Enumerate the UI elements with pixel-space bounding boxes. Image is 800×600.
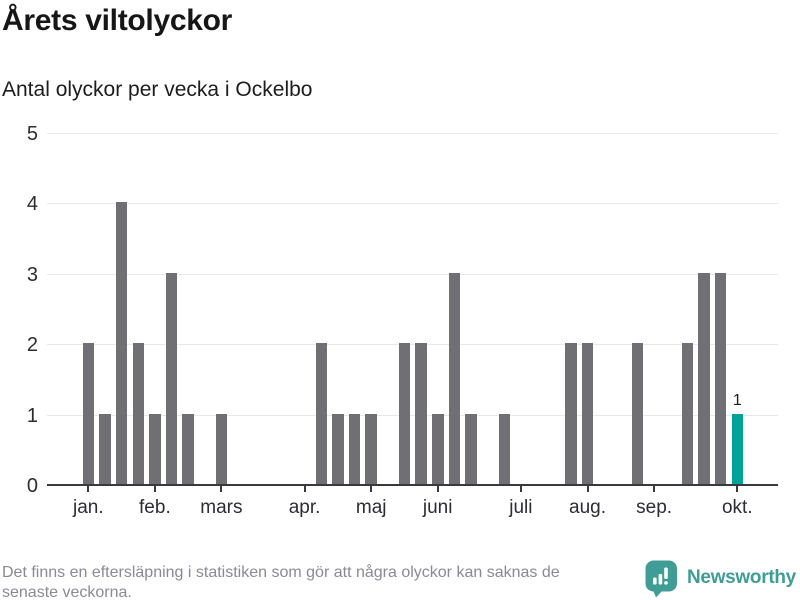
bar-value-label: 1 [732, 391, 742, 409]
gridline [47, 344, 778, 346]
bar [631, 343, 644, 484]
y-axis-tick-label: 5 [26, 123, 38, 145]
x-axis-tick [87, 486, 90, 492]
y-axis-tick-label: 2 [26, 334, 38, 357]
x-axis-month-label: jan. [72, 497, 104, 518]
footer-note-line2: senaste veckorna. [2, 584, 132, 600]
bar [115, 202, 128, 484]
x-axis-month-label: apr. [288, 497, 321, 518]
bar [465, 413, 477, 484]
footer-note: Det finns en eftersläpning i statistiken… [2, 563, 560, 600]
bar [698, 272, 710, 484]
bar [581, 343, 594, 484]
chart-subtitle: Antal olyckor per vecka i Ockelbo [2, 78, 313, 101]
bar [315, 343, 327, 484]
y-axis-tick-label: 3 [26, 263, 38, 286]
x-axis-tick [436, 486, 439, 492]
x-axis-month-label: okt. [721, 497, 753, 518]
gridline [47, 414, 778, 416]
gridline [47, 133, 778, 134]
x-axis-tick [303, 486, 306, 492]
y-axis-tick-label: 1 [26, 404, 38, 427]
gridline [47, 273, 778, 275]
bar [132, 343, 144, 484]
x-axis-tick [519, 486, 522, 492]
y-axis-tick-label: 4 [26, 193, 38, 216]
x-axis-month-label: maj [355, 497, 387, 518]
bar [332, 413, 344, 484]
bar [398, 343, 411, 484]
bar [498, 413, 511, 484]
x-axis-month-label: sep. [636, 497, 673, 518]
x-axis-tick [653, 486, 656, 492]
bar [149, 413, 161, 484]
x-axis-tick [736, 486, 739, 492]
chart-title: Årets viltolyckor [2, 4, 232, 37]
x-axis-tick [586, 486, 589, 492]
x-axis-month-label: juni [422, 497, 453, 518]
bar [448, 272, 461, 484]
bar [348, 413, 361, 484]
x-axis-tick [370, 486, 373, 492]
x-axis-month-label: feb. [139, 497, 171, 518]
newsworthy-logo-text: Newsworthy [687, 567, 796, 588]
bar [432, 413, 444, 484]
x-axis-tick [153, 486, 156, 492]
y-axis-tick-label: 0 [26, 475, 38, 497]
x-axis-month-label: juli [509, 497, 533, 518]
x-axis-tick [220, 486, 223, 492]
highlighted-bar [731, 413, 743, 484]
x-axis-month-label: aug. [569, 497, 606, 518]
bar [165, 272, 178, 484]
bar [681, 343, 694, 484]
newsworthy-logo-link[interactable]: Newsworthy [644, 558, 796, 598]
x-axis-month-label: mars [200, 497, 243, 518]
x-axis-line [47, 484, 778, 486]
bar [82, 343, 94, 484]
bar [714, 272, 727, 484]
bar [182, 413, 194, 484]
bar [365, 413, 377, 484]
footer-note-line1: Det finns en eftersläpning i statistiken… [2, 564, 560, 581]
bar [415, 343, 427, 484]
gridline [47, 203, 778, 205]
bar [565, 343, 577, 484]
bar [215, 413, 228, 484]
bar [99, 413, 111, 484]
newsworthy-logo-icon [644, 559, 679, 598]
